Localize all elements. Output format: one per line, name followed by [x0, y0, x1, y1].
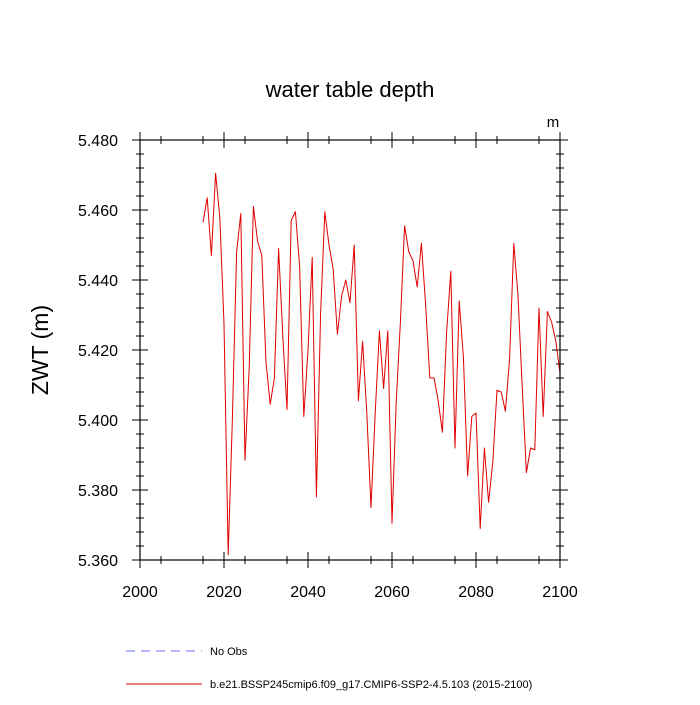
y-tick-label: 5.360	[78, 553, 118, 570]
axis-ticks: 2000 2020 2040 2060 2080 2100 5.360 5.380 5.400 5…	[78, 132, 578, 601]
x-tick-label: 2060	[374, 584, 410, 601]
legend-label-no-obs: No Obs	[210, 646, 248, 658]
y-tick-label: 5.480	[78, 133, 118, 150]
chart-title: water table depth	[265, 77, 435, 102]
x-tick-label: 2000	[122, 584, 158, 601]
series-line-0	[202, 172, 561, 556]
x-tick-label: 2080	[458, 584, 494, 601]
legend: No Obs b.e21.BSSP245cmip6.f09_g17.CMIP6-…	[126, 646, 532, 691]
series-layer	[202, 172, 561, 556]
x-tick-label: 2100	[542, 584, 578, 601]
y-tick-label: 5.400	[78, 413, 118, 430]
plot-frame	[139, 139, 561, 561]
legend-label-model-run: b.e21.BSSP245cmip6.f09_g17.CMIP6-SSP2-4.…	[210, 679, 532, 691]
y-tick-label: 5.420	[78, 343, 118, 360]
y-axis-label: ZWT (m)	[27, 305, 53, 395]
y-tick-label: 5.460	[78, 203, 118, 220]
y-tick-label: 5.440	[78, 273, 118, 290]
units-label: m	[547, 114, 560, 131]
y-tick-label: 5.380	[78, 483, 118, 500]
x-tick-label: 2040	[290, 584, 326, 601]
x-tick-label: 2020	[206, 584, 242, 601]
